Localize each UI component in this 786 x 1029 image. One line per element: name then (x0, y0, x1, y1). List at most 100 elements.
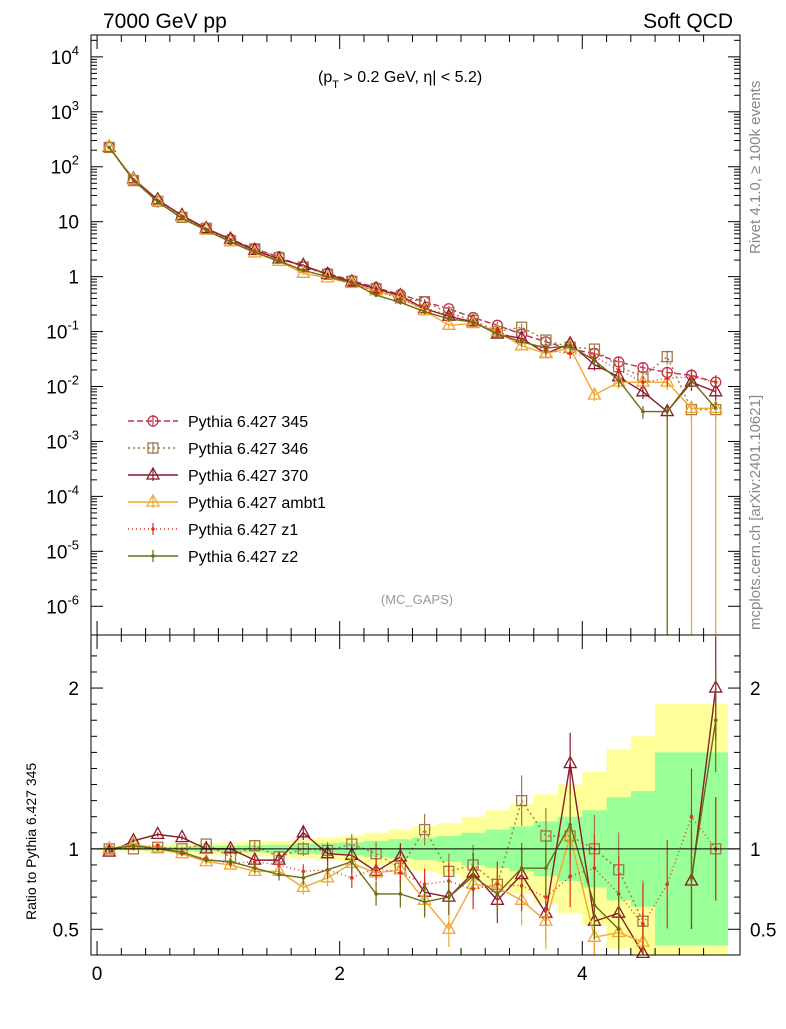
legend-item: Pythia 6.427 ambt1 (128, 493, 326, 512)
marker-dot (151, 527, 155, 531)
marker-dot (398, 297, 403, 301)
marker-triangle (126, 171, 141, 185)
marker-dot (568, 822, 572, 827)
main-plot-area (102, 138, 723, 635)
marker-dot (398, 892, 403, 896)
marker-dot (301, 268, 306, 273)
marker-dot (374, 293, 378, 297)
marker-square (103, 141, 115, 154)
marker-dot (374, 892, 378, 896)
marker-dot (447, 313, 451, 317)
series-line (109, 720, 717, 930)
ratio-ytick-label-right: 1 (750, 840, 761, 861)
marker-dot (689, 378, 694, 383)
marker-dot (398, 300, 403, 305)
legend: Pythia 6.427 345 Pythia 6.427 346 Pythia 6… (128, 414, 326, 566)
main-ytick-label: 10-5 (46, 537, 79, 563)
legend-label: Pythia 6.427 z1 (188, 522, 298, 539)
cut-label: (pT > 0.2 GeV, η| < 5.2) (318, 69, 482, 91)
marker-dot (592, 903, 597, 907)
main-ytick-label: 10-2 (46, 373, 79, 399)
marker-triangle (199, 840, 214, 854)
marker-dot (447, 317, 451, 321)
marker-triangle (538, 912, 554, 926)
marker-dot (519, 866, 524, 870)
marker-dot (131, 843, 136, 848)
legend-label: Pythia 6.427 370 (188, 468, 308, 485)
marker-dot (204, 858, 209, 862)
series-line (108, 146, 716, 383)
marker-triangle (538, 345, 554, 359)
marker-dot (495, 892, 500, 896)
marker-dot (252, 866, 257, 870)
marker-triangle (708, 383, 723, 397)
marker-dot (641, 409, 645, 414)
marker-dot (641, 380, 645, 384)
main-series (103, 141, 722, 392)
marker-dot (350, 876, 354, 880)
marker-square (515, 794, 528, 807)
marker-dot (155, 843, 160, 848)
marker-dot (592, 358, 597, 363)
legend-label: Pythia 6.427 ambt1 (188, 495, 326, 512)
marker-triangle (150, 193, 165, 207)
marker-triangle (247, 863, 262, 877)
marker-dot (665, 882, 670, 887)
main-ytick-label: 102 (51, 153, 79, 179)
series-line (108, 146, 716, 383)
legend-item: Pythia 6.427 z2 (128, 549, 298, 566)
marker-dot (422, 306, 427, 310)
ratio-ylabel: Ratio to Pythia 6.427 345 (23, 763, 39, 920)
xtick-label: 2 (334, 964, 345, 985)
marker-triangle (563, 755, 578, 769)
marker-dot (350, 280, 354, 285)
marker-triangle (150, 826, 165, 840)
marker-dot (204, 228, 209, 232)
marker-triangle (587, 386, 602, 400)
marker-dot (252, 250, 257, 254)
marker-triangle (102, 138, 117, 152)
marker-triangle (102, 843, 117, 857)
ratio-ytick-label: 2 (68, 679, 79, 700)
legend-item: Pythia 6.427 346 (128, 441, 308, 458)
legend-label: Pythia 6.427 345 (188, 414, 308, 431)
marker-dot (544, 346, 548, 350)
marker-triangle (320, 845, 335, 859)
marker-dot (107, 145, 111, 150)
marker-triangle (344, 273, 359, 287)
legend-item: Pythia 6.427 z1 (128, 522, 298, 539)
rivet-label: Rivet 4.1.0, ≥ 100k events (747, 81, 764, 254)
header-right-label: Soft QCD (643, 10, 733, 33)
marker-dot (568, 874, 572, 879)
marker-triangle (199, 220, 214, 234)
main-ytick-label: 103 (51, 98, 79, 124)
marker-dot (544, 895, 548, 899)
main-ytick-label: 10 (58, 213, 79, 234)
marker-triangle (441, 316, 456, 330)
marker-triangle (145, 493, 161, 507)
marker-dot (495, 332, 500, 336)
marker-dot (350, 859, 354, 864)
marker-triangle (514, 337, 529, 351)
marker-dot (592, 866, 597, 870)
marker-triangle (223, 840, 238, 854)
marker-triangle (635, 383, 651, 397)
marker-triangle (102, 840, 117, 854)
legend-label: Pythia 6.427 z2 (188, 549, 298, 566)
marker-dot (713, 718, 718, 723)
marker-dot (568, 351, 572, 356)
main-ytick-label: 10-4 (46, 482, 79, 508)
marker-dot (713, 380, 718, 384)
marker-dot (689, 814, 694, 819)
series-line (108, 146, 716, 411)
marker-triangle (320, 869, 335, 883)
main-ytick-label: 1 (68, 268, 79, 289)
watermark-label: (MC_GAPS) (381, 592, 453, 607)
ratio-series (107, 668, 718, 955)
marker-dot (641, 922, 645, 927)
series-line (108, 146, 716, 413)
marker-circle (147, 415, 159, 427)
marker-dot (325, 274, 330, 279)
